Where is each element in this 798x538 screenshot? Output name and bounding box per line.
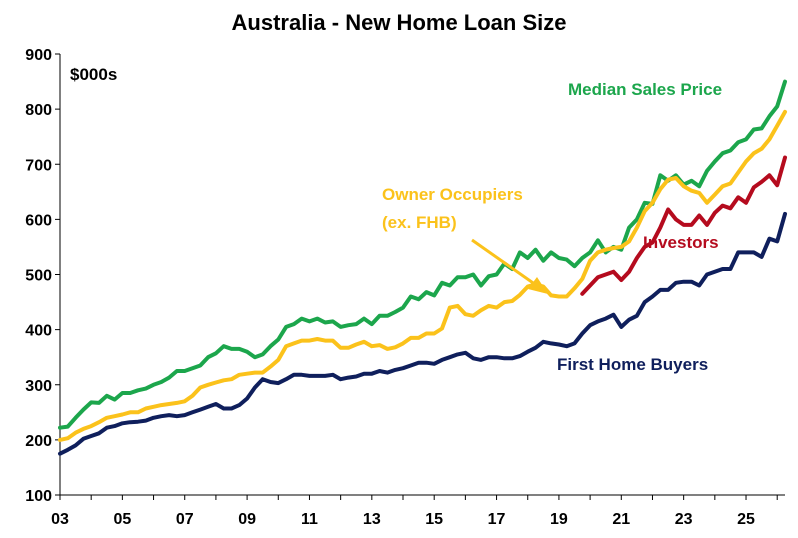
x-tick-label: 23 bbox=[675, 511, 693, 528]
series-line-first-home-buyers bbox=[58, 211, 787, 456]
arrow-head bbox=[528, 277, 548, 294]
y-tick-label: 200 bbox=[25, 433, 52, 450]
x-tick-label: 17 bbox=[488, 511, 506, 528]
y-tick-label: 300 bbox=[25, 378, 52, 395]
label-owner-occupiers-sub: (ex. FHB) bbox=[382, 213, 457, 232]
series-lines bbox=[58, 79, 787, 456]
axes: 100 200 300 400 500 600 700 800 900 03 05 07 09 11 13 1… bbox=[25, 47, 785, 528]
y-tick-label: 800 bbox=[25, 102, 52, 119]
series-line-median-sales-price bbox=[58, 79, 787, 430]
label-owner-occupiers: Owner Occupiers bbox=[382, 185, 523, 204]
annotation-arrow bbox=[471, 238, 548, 294]
x-tick-label: 09 bbox=[238, 511, 256, 528]
y-tick-label: 900 bbox=[25, 47, 52, 64]
x-tick-label: 03 bbox=[51, 511, 69, 528]
x-tick-label: 05 bbox=[113, 511, 131, 528]
y-tick-label: 500 bbox=[25, 268, 52, 285]
x-tick-label: 19 bbox=[550, 511, 568, 528]
x-tick-label: 11 bbox=[301, 511, 318, 528]
x-tick-label: 13 bbox=[363, 511, 381, 528]
label-median-sales-price: Median Sales Price bbox=[568, 80, 722, 99]
label-investors: Investors bbox=[643, 233, 719, 252]
y-tick-label: 700 bbox=[25, 157, 52, 174]
y-tick-label: 400 bbox=[25, 323, 52, 340]
unit-label: $000s bbox=[70, 65, 117, 84]
x-tick-label: 21 bbox=[612, 511, 630, 528]
y-tick-label: 600 bbox=[25, 212, 52, 229]
series-line-investors bbox=[580, 155, 787, 296]
chart-title: Australia - New Home Loan Size bbox=[232, 10, 567, 35]
label-first-home-buyers: First Home Buyers bbox=[557, 355, 708, 374]
x-tick-label: 15 bbox=[425, 511, 443, 528]
x-tick-label: 25 bbox=[737, 511, 755, 528]
y-tick-label: 100 bbox=[25, 488, 52, 505]
x-tick-label: 07 bbox=[176, 511, 194, 528]
series-line-owner-occupiers-ex-fhb bbox=[58, 109, 787, 442]
arrow-shaft bbox=[471, 238, 537, 287]
